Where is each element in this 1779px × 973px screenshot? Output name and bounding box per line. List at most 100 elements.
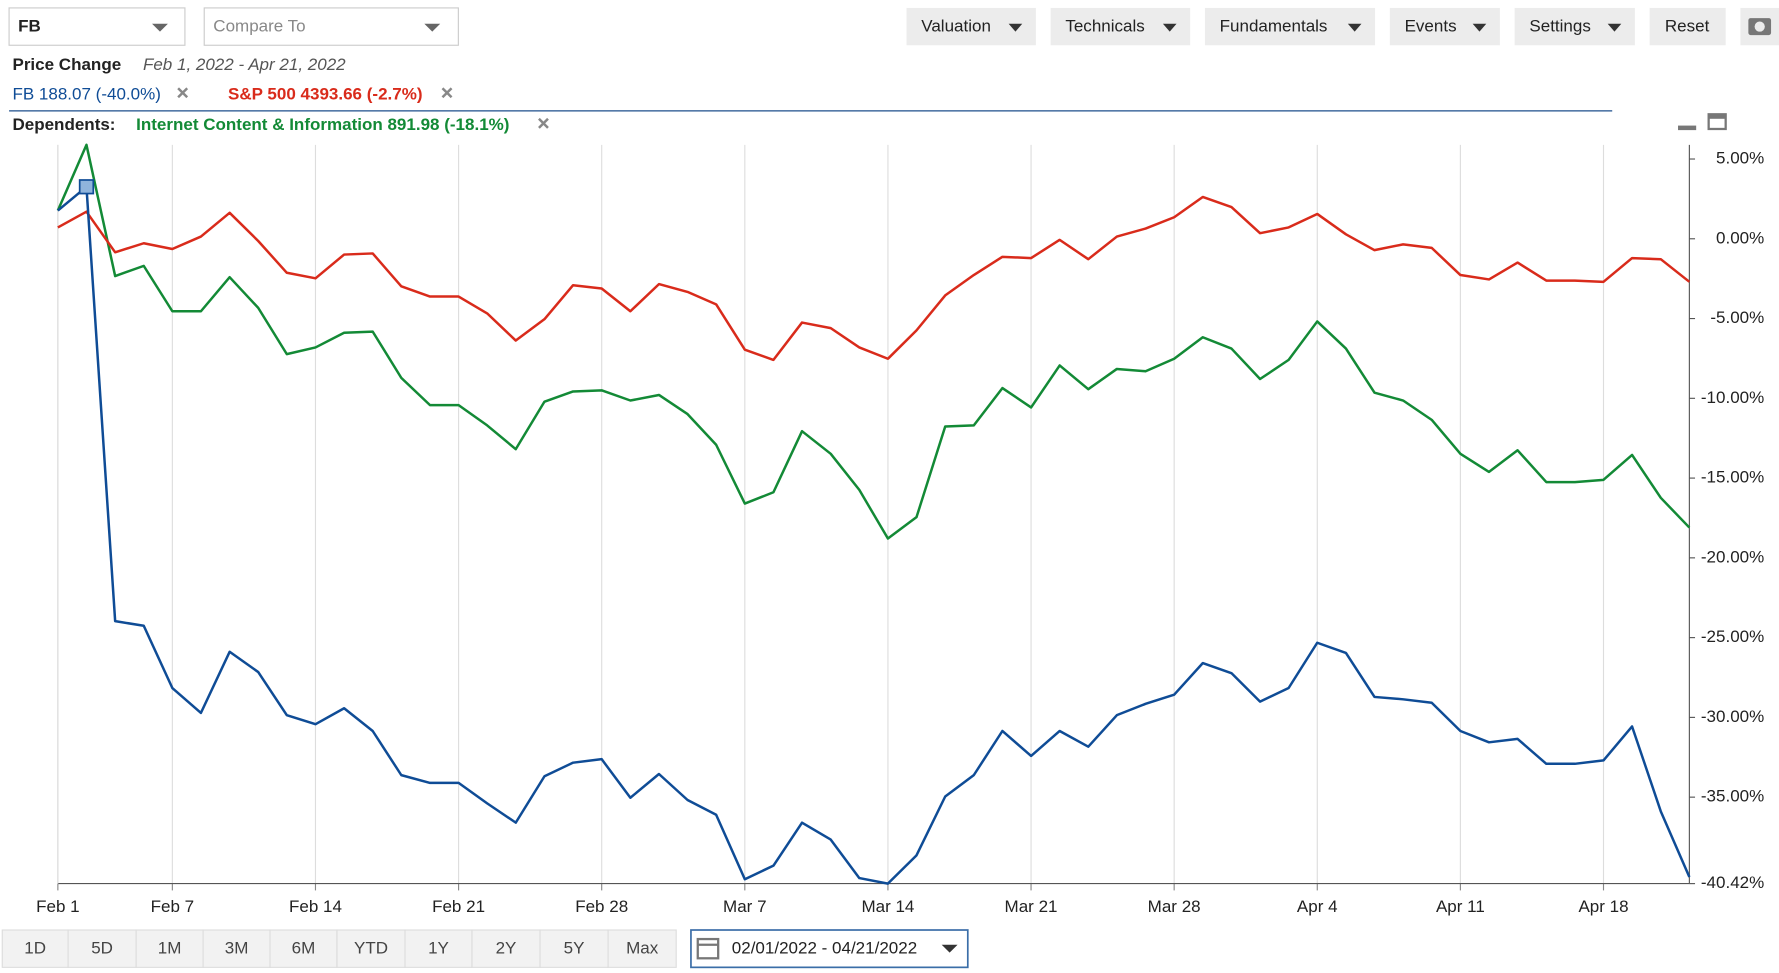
date-range-picker[interactable]: 02/01/2022 - 04/21/2022: [690, 929, 969, 969]
dropdown-arrow: [1162, 23, 1177, 32]
button-bg: [269, 929, 338, 968]
range-button[interactable]: 2Y: [471, 929, 541, 968]
range-label: 6M: [292, 939, 316, 958]
x-tick-label: Feb 21: [432, 897, 485, 916]
chart-title: Price Change: [12, 55, 121, 74]
range-label: 5D: [91, 939, 113, 958]
button-bg: [404, 929, 473, 968]
range-button[interactable]: 1M: [135, 929, 204, 968]
symbol: FB: [18, 17, 41, 36]
compare-placeholder: Compare To: [213, 17, 305, 36]
button-bg: [607, 929, 677, 968]
legend-entry: Internet Content & Information 891.98 (-…: [136, 115, 509, 134]
x-tick-label: Apr 11: [1436, 897, 1485, 916]
chart-subtitle: Feb 1, 2022 - Apr 21, 2022: [143, 55, 346, 74]
menu-label: Technicals: [1065, 17, 1144, 36]
minimize-icon[interactable]: [1678, 125, 1697, 131]
range-button[interactable]: 6M: [269, 929, 338, 968]
range-label: 2Y: [496, 939, 517, 958]
x-tick-label: Mar 14: [861, 897, 914, 916]
dropdown-arrow: [941, 944, 958, 953]
range-label: 1Y: [428, 939, 449, 958]
dependents-label: Dependents:: [12, 115, 115, 134]
reset-label: Reset: [1665, 17, 1710, 36]
dropdown-arrow: [1472, 23, 1487, 32]
range-button[interactable]: Max: [607, 929, 677, 968]
range-button[interactable]: 1Y: [404, 929, 473, 968]
x-tick-label: Mar 21: [1005, 897, 1058, 916]
range-button[interactable]: 1D: [1, 929, 69, 968]
menu-button[interactable]: Valuation: [906, 7, 1036, 46]
date-range: 02/01/2022 - 04/21/2022: [732, 939, 917, 958]
reset-button[interactable]: Reset: [1649, 7, 1726, 46]
x-tick-label: Feb 14: [289, 897, 342, 916]
dropdown-arrow: [1347, 23, 1362, 32]
camera-lens: [1754, 21, 1765, 32]
range-label: YTD: [354, 939, 388, 958]
compare-input[interactable]: Compare To: [203, 7, 459, 46]
range-button[interactable]: 3M: [202, 929, 271, 968]
dropdown-arrow: [1607, 23, 1622, 32]
menu-button[interactable]: Technicals: [1050, 7, 1191, 46]
x-tick-label: Feb 1: [36, 897, 79, 916]
range-button[interactable]: YTD: [336, 929, 406, 968]
x-tick-label: Mar 7: [723, 897, 766, 916]
button-bg: [336, 929, 406, 968]
range-label: Max: [626, 939, 659, 958]
series-line: [56, 143, 1691, 540]
symbol-input[interactable]: FB: [8, 7, 186, 46]
menu-label: Events: [1405, 17, 1457, 36]
range-label: 3M: [225, 939, 249, 958]
x-tick-label: Mar 28: [1148, 897, 1201, 916]
y-tick-label: -10.00%: [1701, 388, 1764, 407]
y-tick-label: 5.00%: [1716, 149, 1764, 168]
remove-icon: [441, 87, 453, 99]
legend-remove[interactable]: [177, 87, 189, 99]
menu-label: Valuation: [921, 17, 991, 36]
button-bg: [1649, 7, 1726, 46]
range-label: 1D: [24, 939, 46, 958]
camera-button[interactable]: [1740, 7, 1779, 46]
legend-entry: FB 188.07 (-40.0%): [12, 85, 160, 104]
button-bg: [135, 929, 204, 968]
remove-icon: [538, 117, 549, 129]
y-tick-label: 0.00%: [1716, 228, 1764, 247]
menu-label: Settings: [1529, 17, 1590, 36]
range-label: 5Y: [564, 939, 585, 958]
dropdown-arrow: [1008, 23, 1023, 32]
dropdown-arrow: [152, 23, 168, 32]
series-line: [57, 185, 1691, 885]
calendar-icon: [696, 937, 720, 960]
y-tick-label: -20.00%: [1701, 547, 1764, 566]
x-tick-label: Feb 7: [151, 897, 194, 916]
button-bg: [202, 929, 271, 968]
button-bg: [471, 929, 541, 968]
range-button[interactable]: 5Y: [539, 929, 609, 968]
dropdown-arrow: [424, 23, 441, 32]
hover-marker: [78, 179, 95, 195]
remove-icon: [177, 87, 189, 99]
y-tick-label: -30.00%: [1701, 707, 1764, 726]
y-tick-label: -5.00%: [1710, 308, 1764, 327]
y-tick-label: -15.00%: [1701, 468, 1764, 487]
input-box: [203, 7, 459, 46]
menu-button[interactable]: Fundamentals: [1204, 7, 1376, 46]
button-bg: [67, 929, 137, 968]
x-tick-label: Apr 4: [1297, 897, 1338, 916]
menu-label: Fundamentals: [1220, 17, 1328, 36]
range-button[interactable]: 5D: [67, 929, 137, 968]
button-bg: [1204, 7, 1376, 46]
series-line: [57, 195, 1691, 362]
y-tick-label: -40.42%: [1701, 873, 1764, 892]
legend-remove[interactable]: [441, 87, 453, 99]
menu-button[interactable]: Events: [1389, 7, 1500, 46]
maximize-icon-inner: [1709, 118, 1725, 128]
menu-button[interactable]: Settings: [1514, 7, 1635, 46]
legend-remove[interactable]: [538, 117, 549, 129]
y-tick-label: -25.00%: [1701, 627, 1764, 646]
x-tick-label: Feb 28: [575, 897, 628, 916]
picker-box: [690, 929, 969, 969]
x-tick-label: Apr 18: [1578, 897, 1628, 916]
